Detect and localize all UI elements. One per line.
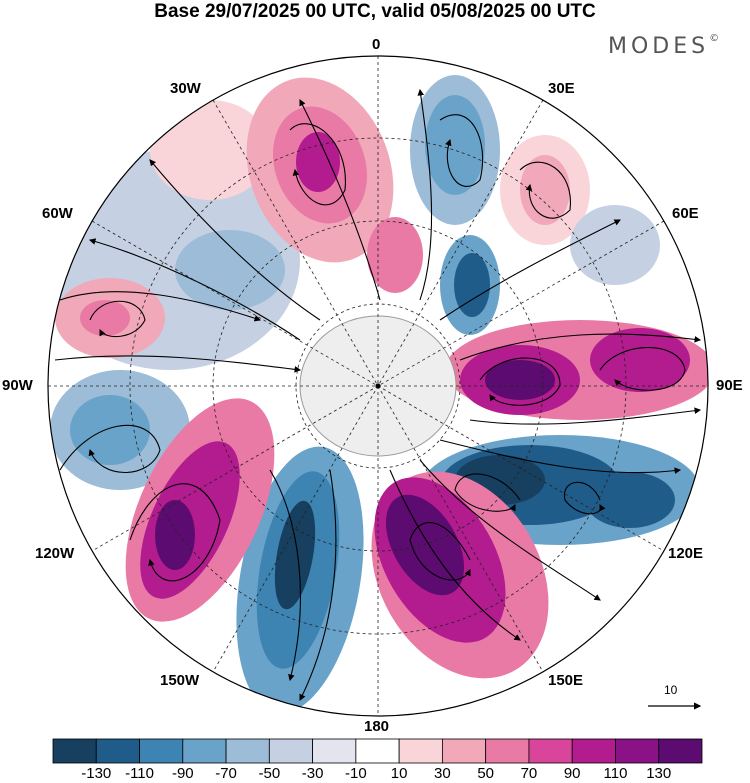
colorbar-tick-label: -10 xyxy=(345,765,367,782)
colorbar-swatch xyxy=(312,738,357,764)
copyright-mark: © xyxy=(709,33,720,44)
colorbar-tick-label: 50 xyxy=(477,765,494,782)
map-title: Base 29/07/2025 00 UTC, valid 05/08/2025… xyxy=(154,1,596,22)
colorbar-tick-label: -90 xyxy=(171,765,194,782)
brand-name: MODES xyxy=(608,34,710,59)
colorbar-tick-label: 70 xyxy=(520,765,538,782)
colorbar-swatch xyxy=(355,738,400,764)
lon-label-120e: 120E xyxy=(668,545,704,562)
lon-label-90w: 90W xyxy=(2,377,33,394)
map-boundary xyxy=(47,55,709,717)
lon-label-120w: 120W xyxy=(35,545,75,562)
lon-label-0: 0 xyxy=(372,36,381,53)
colorbar-tick-label: -70 xyxy=(215,765,237,782)
lon-label-30e: 30E xyxy=(548,80,575,97)
colorbar-tick-label: 10 xyxy=(390,765,408,782)
colorbar-swatch xyxy=(52,738,97,764)
colorbar-swatch xyxy=(398,738,443,764)
lon-label-150e: 150E xyxy=(548,672,584,689)
colorbar-swatch xyxy=(268,738,314,764)
colorbar-swatch xyxy=(658,738,703,764)
colorbar-tick-label: 30 xyxy=(434,765,451,782)
reference-vector-label: 10 xyxy=(664,683,678,697)
colorbar-swatch xyxy=(441,738,487,764)
lon-label-90e: 90E xyxy=(716,377,743,394)
colorbar xyxy=(52,738,703,764)
colorbar-tick-label: -110 xyxy=(125,765,154,782)
colorbar-swatch xyxy=(182,738,227,764)
lon-label-150w: 150W xyxy=(160,672,200,689)
colorbar-tick-label: -50 xyxy=(258,765,281,782)
colorbar-tick-label: -30 xyxy=(301,765,324,782)
lon-label-60e: 60E xyxy=(672,205,699,222)
colorbar-swatch xyxy=(139,738,184,764)
lon-label-180: 180 xyxy=(364,718,390,735)
colorbar-swatch xyxy=(225,738,270,764)
lon-label-60w: 60W xyxy=(42,205,73,222)
colorbar-tick-label: 130 xyxy=(646,765,672,782)
streamlines xyxy=(54,88,702,701)
colorbar-swatch xyxy=(528,738,573,764)
colorbar-swatch xyxy=(95,738,140,764)
south-pole-marker xyxy=(375,383,381,389)
anomaly-field xyxy=(48,56,708,716)
colorbar-swatch xyxy=(485,738,530,764)
colorbar-swatch xyxy=(571,738,616,764)
colorbar-swatch xyxy=(615,738,660,764)
colorbar-tick-label: -130 xyxy=(81,765,112,782)
colorbar-tick-label: 110 xyxy=(603,765,628,782)
colorbar-tick-label: 90 xyxy=(563,765,581,782)
modes-logo: MODES© xyxy=(608,33,719,59)
lon-label-30w: 30W xyxy=(170,80,201,97)
